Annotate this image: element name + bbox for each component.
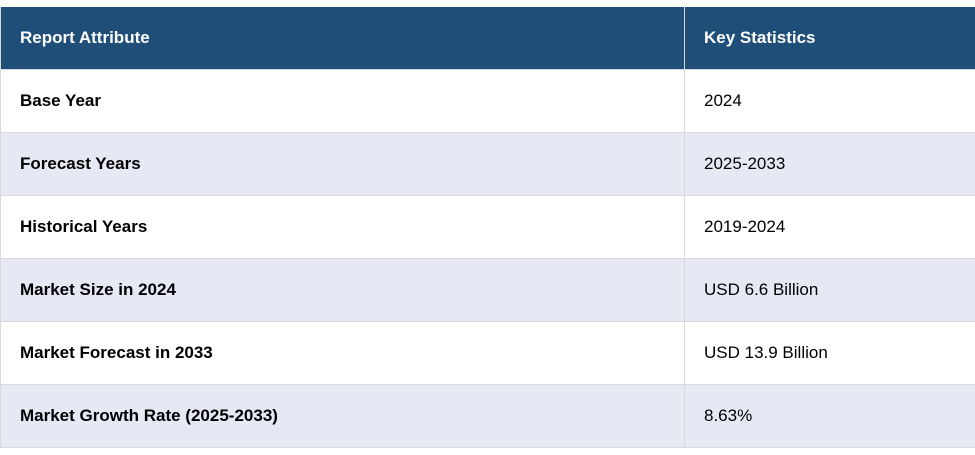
table-header-row: Report Attribute Key Statistics	[0, 7, 975, 69]
row-value-historical-years: 2019-2024	[684, 194, 975, 258]
row-value-market-forecast: USD 13.9 Billion	[684, 320, 975, 384]
row-attribute-forecast-years: Forecast Years	[0, 131, 685, 195]
table-row: Forecast Years 2025-2033	[0, 131, 975, 195]
row-value-forecast-years: 2025-2033	[684, 131, 975, 195]
table-row: Market Growth Rate (2025-2033) 8.63%	[0, 383, 975, 448]
table-row: Market Forecast in 2033 USD 13.9 Billion	[0, 320, 975, 384]
row-value-base-year: 2024	[684, 68, 975, 132]
header-report-attribute: Report Attribute	[0, 7, 685, 69]
table-row: Base Year 2024	[0, 68, 975, 132]
row-attribute-historical-years: Historical Years	[0, 194, 685, 258]
table-row: Historical Years 2019-2024	[0, 194, 975, 258]
report-table-container: Report Attribute Key Statistics Base Yea…	[0, 7, 975, 448]
report-attributes-table: Report Attribute Key Statistics Base Yea…	[0, 7, 975, 448]
row-attribute-market-size: Market Size in 2024	[0, 257, 685, 321]
row-attribute-base-year: Base Year	[0, 68, 685, 132]
header-key-statistics: Key Statistics	[684, 7, 975, 69]
row-value-market-growth-rate: 8.63%	[684, 383, 975, 448]
row-attribute-market-growth-rate: Market Growth Rate (2025-2033)	[0, 383, 685, 448]
row-value-market-size: USD 6.6 Billion	[684, 257, 975, 321]
table-row: Market Size in 2024 USD 6.6 Billion	[0, 257, 975, 321]
row-attribute-market-forecast: Market Forecast in 2033	[0, 320, 685, 384]
